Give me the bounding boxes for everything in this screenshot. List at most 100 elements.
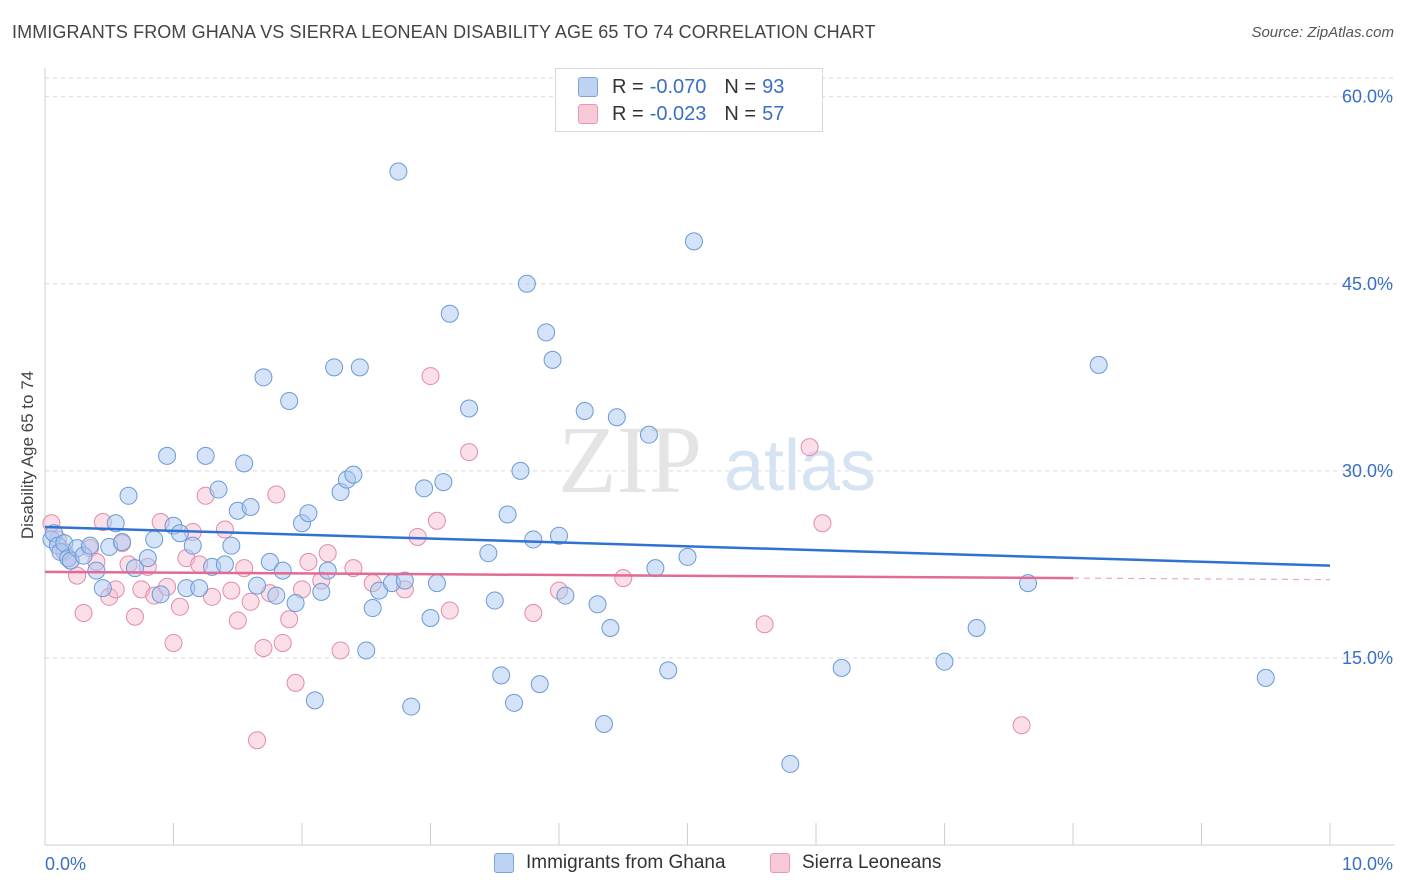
data-point-ghana — [395, 571, 414, 590]
legend-r-label: R = — [612, 102, 644, 125]
data-point-sierra — [440, 601, 459, 620]
data-point-ghana — [344, 465, 363, 484]
data-point-sierra — [248, 731, 267, 750]
data-point-ghana — [678, 547, 697, 566]
data-point-ghana — [684, 232, 703, 251]
data-point-ghana — [145, 530, 164, 549]
data-point-sierra — [222, 581, 241, 600]
data-point-sierra — [74, 604, 93, 623]
data-point-sierra — [318, 544, 337, 563]
data-point-ghana — [106, 514, 125, 533]
correlation-legend: R = -0.070 N = 93 R = -0.023 N = 57 — [555, 68, 823, 132]
data-point-ghana — [935, 652, 954, 671]
data-point-sierra — [273, 633, 292, 652]
data-point-ghana — [511, 461, 530, 480]
data-point-ghana — [967, 618, 986, 637]
legend-row-ghana: R = -0.070 N = 93 — [578, 74, 784, 100]
x-tick-label: 0.0% — [45, 854, 86, 874]
data-point-ghana — [215, 555, 234, 574]
data-point-ghana — [389, 162, 408, 181]
data-point-sierra — [344, 559, 363, 578]
y-tick-label: 15.0% — [1342, 648, 1393, 668]
data-point-ghana — [479, 544, 498, 563]
data-point-sierra — [228, 611, 247, 630]
data-point-ghana — [543, 350, 562, 369]
y-axis-label: Disability Age 65 to 74 — [18, 370, 37, 540]
data-point-ghana — [588, 595, 607, 614]
data-point-sierra — [254, 638, 273, 657]
data-point-ghana — [505, 693, 524, 712]
bottom-legend-label-ghana: Immigrants from Ghana — [526, 852, 726, 873]
source-label: Source: ZipAtlas.com — [1251, 24, 1394, 41]
data-point-ghana — [1256, 668, 1275, 687]
legend-n-label: N = — [724, 75, 757, 98]
data-point-sierra — [267, 485, 286, 504]
data-point-ghana — [1089, 355, 1108, 374]
legend-n-value: 57 — [762, 102, 785, 125]
data-point-ghana — [267, 586, 286, 605]
data-point-ghana — [299, 504, 318, 523]
data-point-sierra — [280, 610, 299, 629]
data-point-sierra — [170, 597, 189, 616]
data-point-sierra — [755, 615, 774, 634]
data-point-sierra — [427, 511, 446, 530]
data-point-ghana — [524, 530, 543, 549]
data-point-ghana — [537, 323, 556, 342]
data-point-sierra — [215, 520, 234, 539]
data-point-ghana — [832, 658, 851, 677]
data-point-ghana — [286, 594, 305, 613]
data-point-sierra — [299, 552, 318, 571]
trend-line-sierra — [44, 570, 1074, 580]
data-point-ghana — [440, 304, 459, 323]
data-point-ghana — [659, 661, 678, 680]
data-point-sierra — [203, 587, 222, 606]
data-point-ghana — [363, 599, 382, 618]
data-point-ghana — [594, 715, 613, 734]
data-point-sierra — [125, 607, 144, 626]
data-point-sierra — [164, 633, 183, 652]
data-point-ghana — [318, 561, 337, 580]
data-point-ghana — [235, 454, 254, 473]
data-point-ghana — [273, 561, 292, 580]
data-point-ghana — [222, 536, 241, 555]
data-point-ghana — [158, 446, 177, 465]
data-point-ghana — [87, 561, 106, 580]
data-point-ghana — [248, 576, 267, 595]
data-point-sierra — [614, 569, 633, 588]
axes — [44, 68, 1395, 846]
legend-r-value: -0.070 — [649, 75, 707, 98]
legend-r-value: -0.023 — [649, 102, 707, 125]
trend-line-ghana — [44, 525, 1331, 567]
data-point-sierra — [241, 592, 260, 611]
data-point-ghana — [492, 666, 511, 685]
data-point-sierra — [813, 514, 832, 533]
data-point-ghana — [209, 480, 228, 499]
tick-labels: 15.0% 30.0% 45.0% 60.0% 0.0% 10.0% — [45, 87, 1393, 874]
data-point-ghana — [434, 473, 453, 492]
data-point-sierra — [286, 673, 305, 692]
data-point-ghana — [350, 358, 369, 377]
data-point-sierra — [800, 438, 819, 457]
data-point-ghana — [241, 498, 260, 517]
watermark-zip: ZIP — [558, 406, 702, 513]
data-point-ghana — [138, 549, 157, 568]
data-point-ghana — [254, 368, 273, 387]
data-point-sierra — [421, 367, 440, 386]
legend-n-value: 93 — [762, 75, 785, 98]
data-point-ghana — [781, 754, 800, 773]
watermark: ZIP atlas — [558, 406, 876, 513]
legend-swatch-sierra — [578, 104, 598, 124]
data-point-ghana — [575, 401, 594, 420]
data-point-ghana — [312, 582, 331, 601]
bottom-legend-label-sierra: Sierra Leoneans — [802, 852, 942, 873]
chart-title: IMMIGRANTS FROM GHANA VS SIERRA LEONEAN … — [12, 22, 876, 42]
data-point-sierra — [460, 443, 479, 462]
legend-n-label: N = — [724, 102, 757, 125]
data-point-ghana — [280, 392, 299, 411]
data-point-ghana — [80, 536, 99, 555]
data-point-ghana — [646, 559, 665, 578]
y-tick-label: 30.0% — [1342, 461, 1393, 481]
trend-line-sierra-extension — [1072, 577, 1331, 581]
data-point-ghana — [325, 358, 344, 377]
data-point-ghana — [460, 399, 479, 418]
